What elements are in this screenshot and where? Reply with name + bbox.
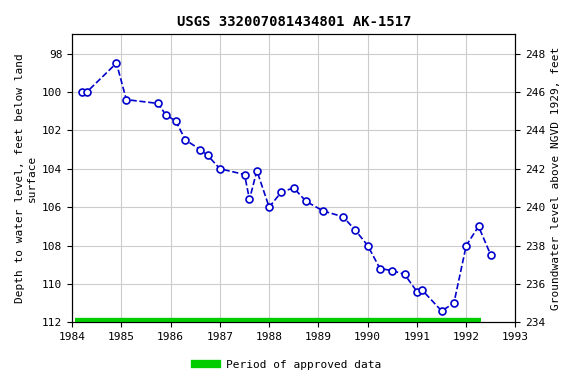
Title: USGS 332007081434801 AK-1517: USGS 332007081434801 AK-1517 [177,15,411,29]
Y-axis label: Depth to water level, feet below land
surface: Depth to water level, feet below land su… [15,53,37,303]
Y-axis label: Groundwater level above NGVD 1929, feet: Groundwater level above NGVD 1929, feet [551,47,561,310]
Legend: Period of approved data: Period of approved data [191,356,385,375]
